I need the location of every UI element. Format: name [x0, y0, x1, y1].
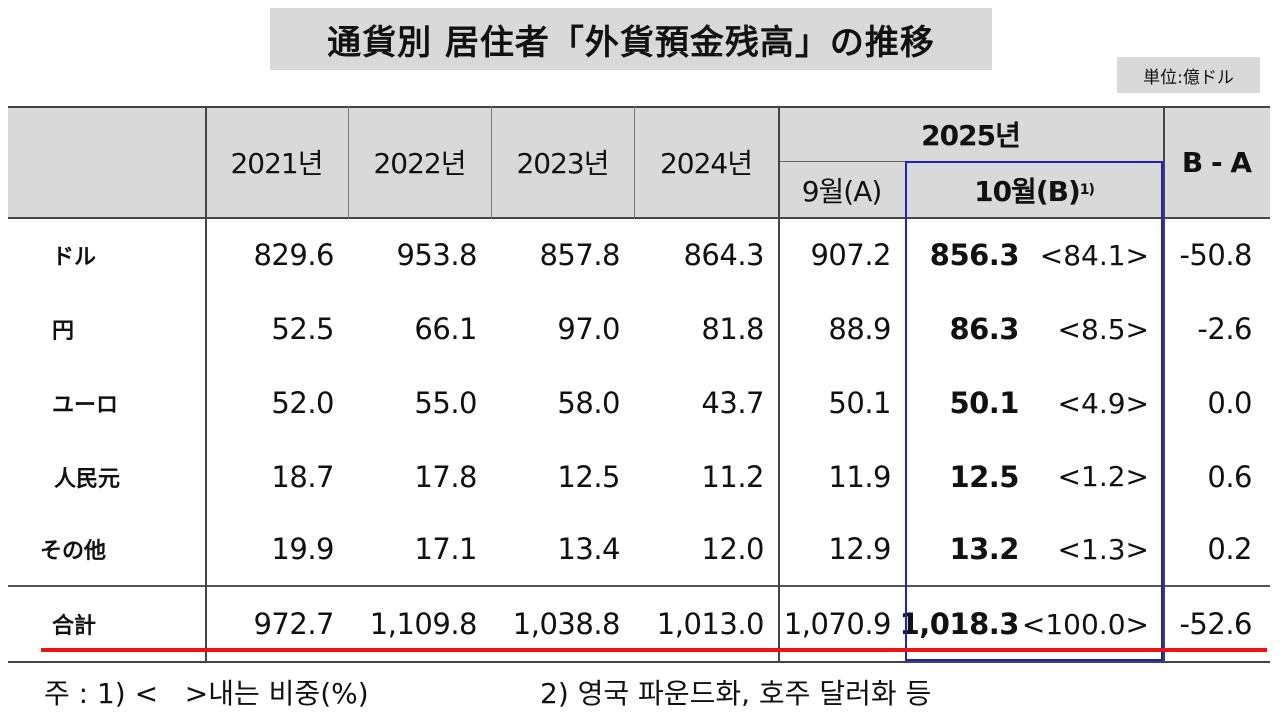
header-month-b: 10월(B) 1) [905, 161, 1163, 218]
header-year-2021: 2021년 [205, 106, 348, 218]
diff-cell: 0.0 [1207, 386, 1252, 420]
value-cell: 55.0 [414, 386, 477, 420]
value-cell: 1,018.3 [899, 607, 1020, 641]
value-cell: 856.3 [929, 238, 1020, 272]
value-cell: 907.2 [810, 238, 891, 272]
unit-label: 単位:億ドル [1117, 57, 1260, 93]
page-title: 通貨別 居住者「外貨預金残高」の推移 [270, 8, 992, 70]
total-underline [41, 648, 1267, 652]
col-divider [634, 106, 635, 218]
header-year-2022: 2022년 [348, 106, 491, 218]
row-label: 円 [52, 319, 75, 344]
value-cell: 19.9 [271, 532, 334, 566]
deposit-table: 2021년 2022년 2023년 2024년 2025년 9월(A) 10월(… [8, 106, 1270, 664]
footnote-others: 2) 영국 파운드화, 호주 달러화 등 [540, 677, 932, 710]
row-label: その他 [40, 539, 107, 564]
value-cell: 88.9 [828, 312, 891, 346]
share-cell: <8.5> [1057, 312, 1149, 346]
share-cell: <4.9> [1057, 386, 1149, 420]
header-month-a: 9월(A) [778, 161, 905, 218]
header-year-2024: 2024년 [634, 106, 778, 218]
col-divider [1163, 106, 1165, 663]
header-diff: B - A [1163, 106, 1270, 218]
diff-cell: -52.6 [1179, 607, 1252, 641]
header-month-b-footnote: 1) [1079, 181, 1095, 198]
col-divider [348, 106, 349, 218]
col-divider [778, 106, 780, 663]
value-cell: 1,038.8 [512, 607, 621, 641]
value-cell: 1,013.0 [656, 607, 765, 641]
diff-cell: -50.8 [1179, 238, 1252, 272]
value-cell: 12.0 [701, 532, 764, 566]
share-cell: <1.3> [1057, 532, 1149, 566]
october-highlight-box [905, 161, 1163, 661]
value-cell: 17.8 [414, 459, 477, 494]
value-cell: 972.7 [253, 607, 334, 641]
value-cell: 50.1 [949, 386, 1019, 420]
header-month-b-label: 10월(B) [974, 174, 1081, 208]
value-cell: 18.7 [271, 459, 334, 494]
col-divider [205, 106, 207, 663]
value-cell: 11.2 [701, 459, 764, 494]
value-cell: 1,109.8 [369, 607, 478, 641]
header-corner [8, 106, 205, 218]
value-cell: 13.4 [557, 532, 620, 566]
row-label: 人民元 [54, 466, 121, 492]
value-cell: 864.3 [683, 238, 764, 272]
diff-cell: 0.6 [1207, 459, 1252, 494]
value-cell: 12.5 [557, 459, 620, 494]
row-label: ユーロ [52, 393, 119, 418]
value-cell: 13.2 [949, 532, 1019, 566]
row-label: 合計 [52, 614, 97, 639]
value-cell: 43.7 [701, 386, 764, 420]
share-cell: <84.1> [1039, 238, 1149, 272]
value-cell: 52.5 [271, 312, 334, 346]
header-bottom-border [8, 217, 1270, 219]
value-cell: 81.8 [701, 312, 764, 346]
diff-cell: -2.6 [1197, 312, 1252, 346]
footnote-share: 주 : 1) < >내는 비중(%) [44, 677, 369, 710]
value-cell: 86.3 [949, 312, 1019, 346]
value-cell: 12.5 [949, 459, 1019, 494]
value-cell: 17.1 [414, 532, 477, 566]
col-divider [491, 106, 492, 218]
value-cell: 11.9 [828, 459, 891, 494]
share-cell: <100.0> [1021, 607, 1149, 641]
value-cell: 857.8 [539, 238, 620, 272]
share-cell: <1.2> [1057, 460, 1149, 493]
diff-cell: 0.2 [1207, 532, 1252, 566]
value-cell: 953.8 [396, 238, 477, 272]
value-cell: 66.1 [414, 312, 477, 346]
header-year-2023: 2023년 [491, 106, 634, 218]
value-cell: 829.6 [253, 238, 334, 272]
value-cell: 1,070.9 [783, 607, 892, 641]
value-cell: 12.9 [828, 532, 891, 566]
table-top-border [8, 106, 1270, 108]
header-year-2025: 2025년 [778, 106, 1163, 161]
value-cell: 58.0 [557, 386, 620, 420]
value-cell: 97.0 [557, 312, 620, 346]
table-bottom-border [8, 661, 1270, 663]
row-label: ドル [52, 245, 97, 270]
value-cell: 50.1 [828, 386, 891, 420]
value-cell: 52.0 [271, 386, 334, 420]
total-top-border [8, 585, 1270, 587]
